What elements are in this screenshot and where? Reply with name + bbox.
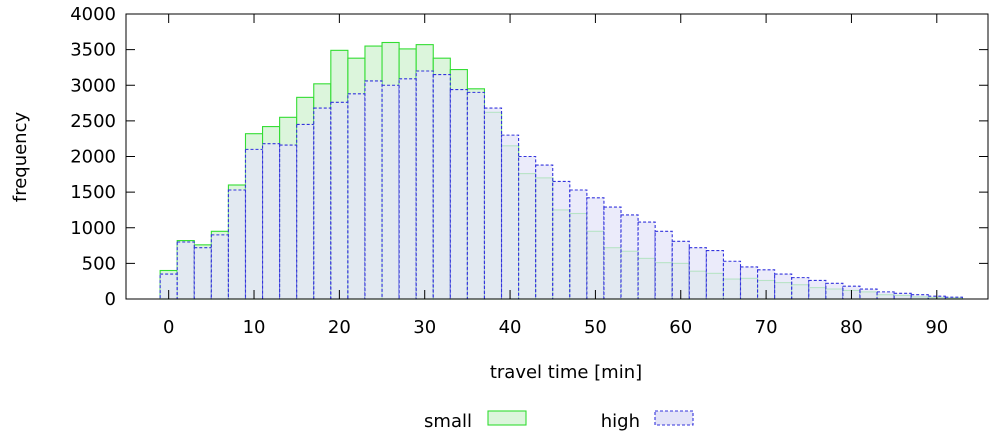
bar-high <box>449 88 468 300</box>
axes-layer: 0 500 1000 1500 2000 2500 3000 3500 4000 0 10 20 30 4… <box>70 4 989 338</box>
x-tick-label: 70 <box>755 317 778 338</box>
y-axis-label: frequency <box>10 112 31 203</box>
x-tick-label: 10 <box>243 317 266 338</box>
bar-high <box>279 144 298 300</box>
bar-high <box>193 247 212 300</box>
bar-high <box>637 221 656 300</box>
bar-high <box>586 197 605 300</box>
bar-high <box>227 189 247 300</box>
bar-high <box>432 74 451 300</box>
x-tick-label: 20 <box>328 317 351 338</box>
bar-high <box>415 70 434 300</box>
bar-high <box>825 282 844 300</box>
legend-item-high: high <box>601 410 694 432</box>
bar-high <box>261 143 281 300</box>
bar-high <box>808 279 827 300</box>
x-tick-label: 40 <box>499 317 522 338</box>
bar-high <box>739 266 759 300</box>
bar-high <box>791 277 810 300</box>
bar-high <box>176 241 195 300</box>
legend-label-small: small <box>424 411 472 432</box>
legend: small high <box>424 410 694 432</box>
y-tick-label: 2000 <box>70 147 116 168</box>
legend-label-high: high <box>601 411 640 432</box>
bar-high <box>210 234 229 300</box>
x-tick-label: 80 <box>840 317 863 338</box>
bar-high <box>569 189 588 300</box>
bar-high <box>552 180 571 300</box>
bar-high <box>654 230 673 300</box>
bar-high <box>603 206 622 300</box>
bar-high <box>620 214 639 300</box>
y-tick-label: 500 <box>82 253 116 274</box>
y-tick-label: 3500 <box>70 40 116 61</box>
bar-high <box>722 260 742 300</box>
bar-high <box>296 123 315 300</box>
x-tick-label: 0 <box>163 317 174 338</box>
bar-high <box>535 164 554 300</box>
bar-high <box>381 84 400 300</box>
x-tick-label: 50 <box>584 317 607 338</box>
y-tick-label: 3000 <box>70 75 116 96</box>
bars-layer <box>159 41 963 300</box>
bar-high <box>688 247 707 300</box>
x-axis-label: travel time [min] <box>490 362 642 383</box>
x-tick-label: 30 <box>413 317 436 338</box>
y-tick-label: 1500 <box>70 182 116 203</box>
bar-high <box>500 134 520 300</box>
y-tick-label: 4000 <box>70 4 116 25</box>
bar-high <box>910 294 929 300</box>
legend-swatch-small <box>487 410 527 426</box>
bar-high <box>876 291 895 300</box>
series-high <box>159 70 963 300</box>
bar-high <box>466 91 486 300</box>
bar-high <box>893 292 912 300</box>
legend-item-small: small <box>424 410 527 432</box>
bar-high <box>313 107 332 300</box>
bar-high <box>330 101 349 300</box>
y-tick-label: 1000 <box>70 218 116 239</box>
bar-high <box>244 148 264 300</box>
bar-high <box>774 273 793 300</box>
x-tick-label: 60 <box>669 317 692 338</box>
bar-high <box>483 107 503 300</box>
x-tick-label: 90 <box>925 317 948 338</box>
y-tick-label: 2500 <box>70 111 116 132</box>
y-tick-label: 0 <box>105 289 116 310</box>
bar-high <box>347 93 366 300</box>
bar-high <box>518 155 537 300</box>
bar-high <box>398 78 417 300</box>
bar-high <box>364 80 383 300</box>
legend-swatch-high <box>654 410 694 426</box>
bar-high <box>859 288 878 300</box>
bar-high <box>705 250 724 300</box>
